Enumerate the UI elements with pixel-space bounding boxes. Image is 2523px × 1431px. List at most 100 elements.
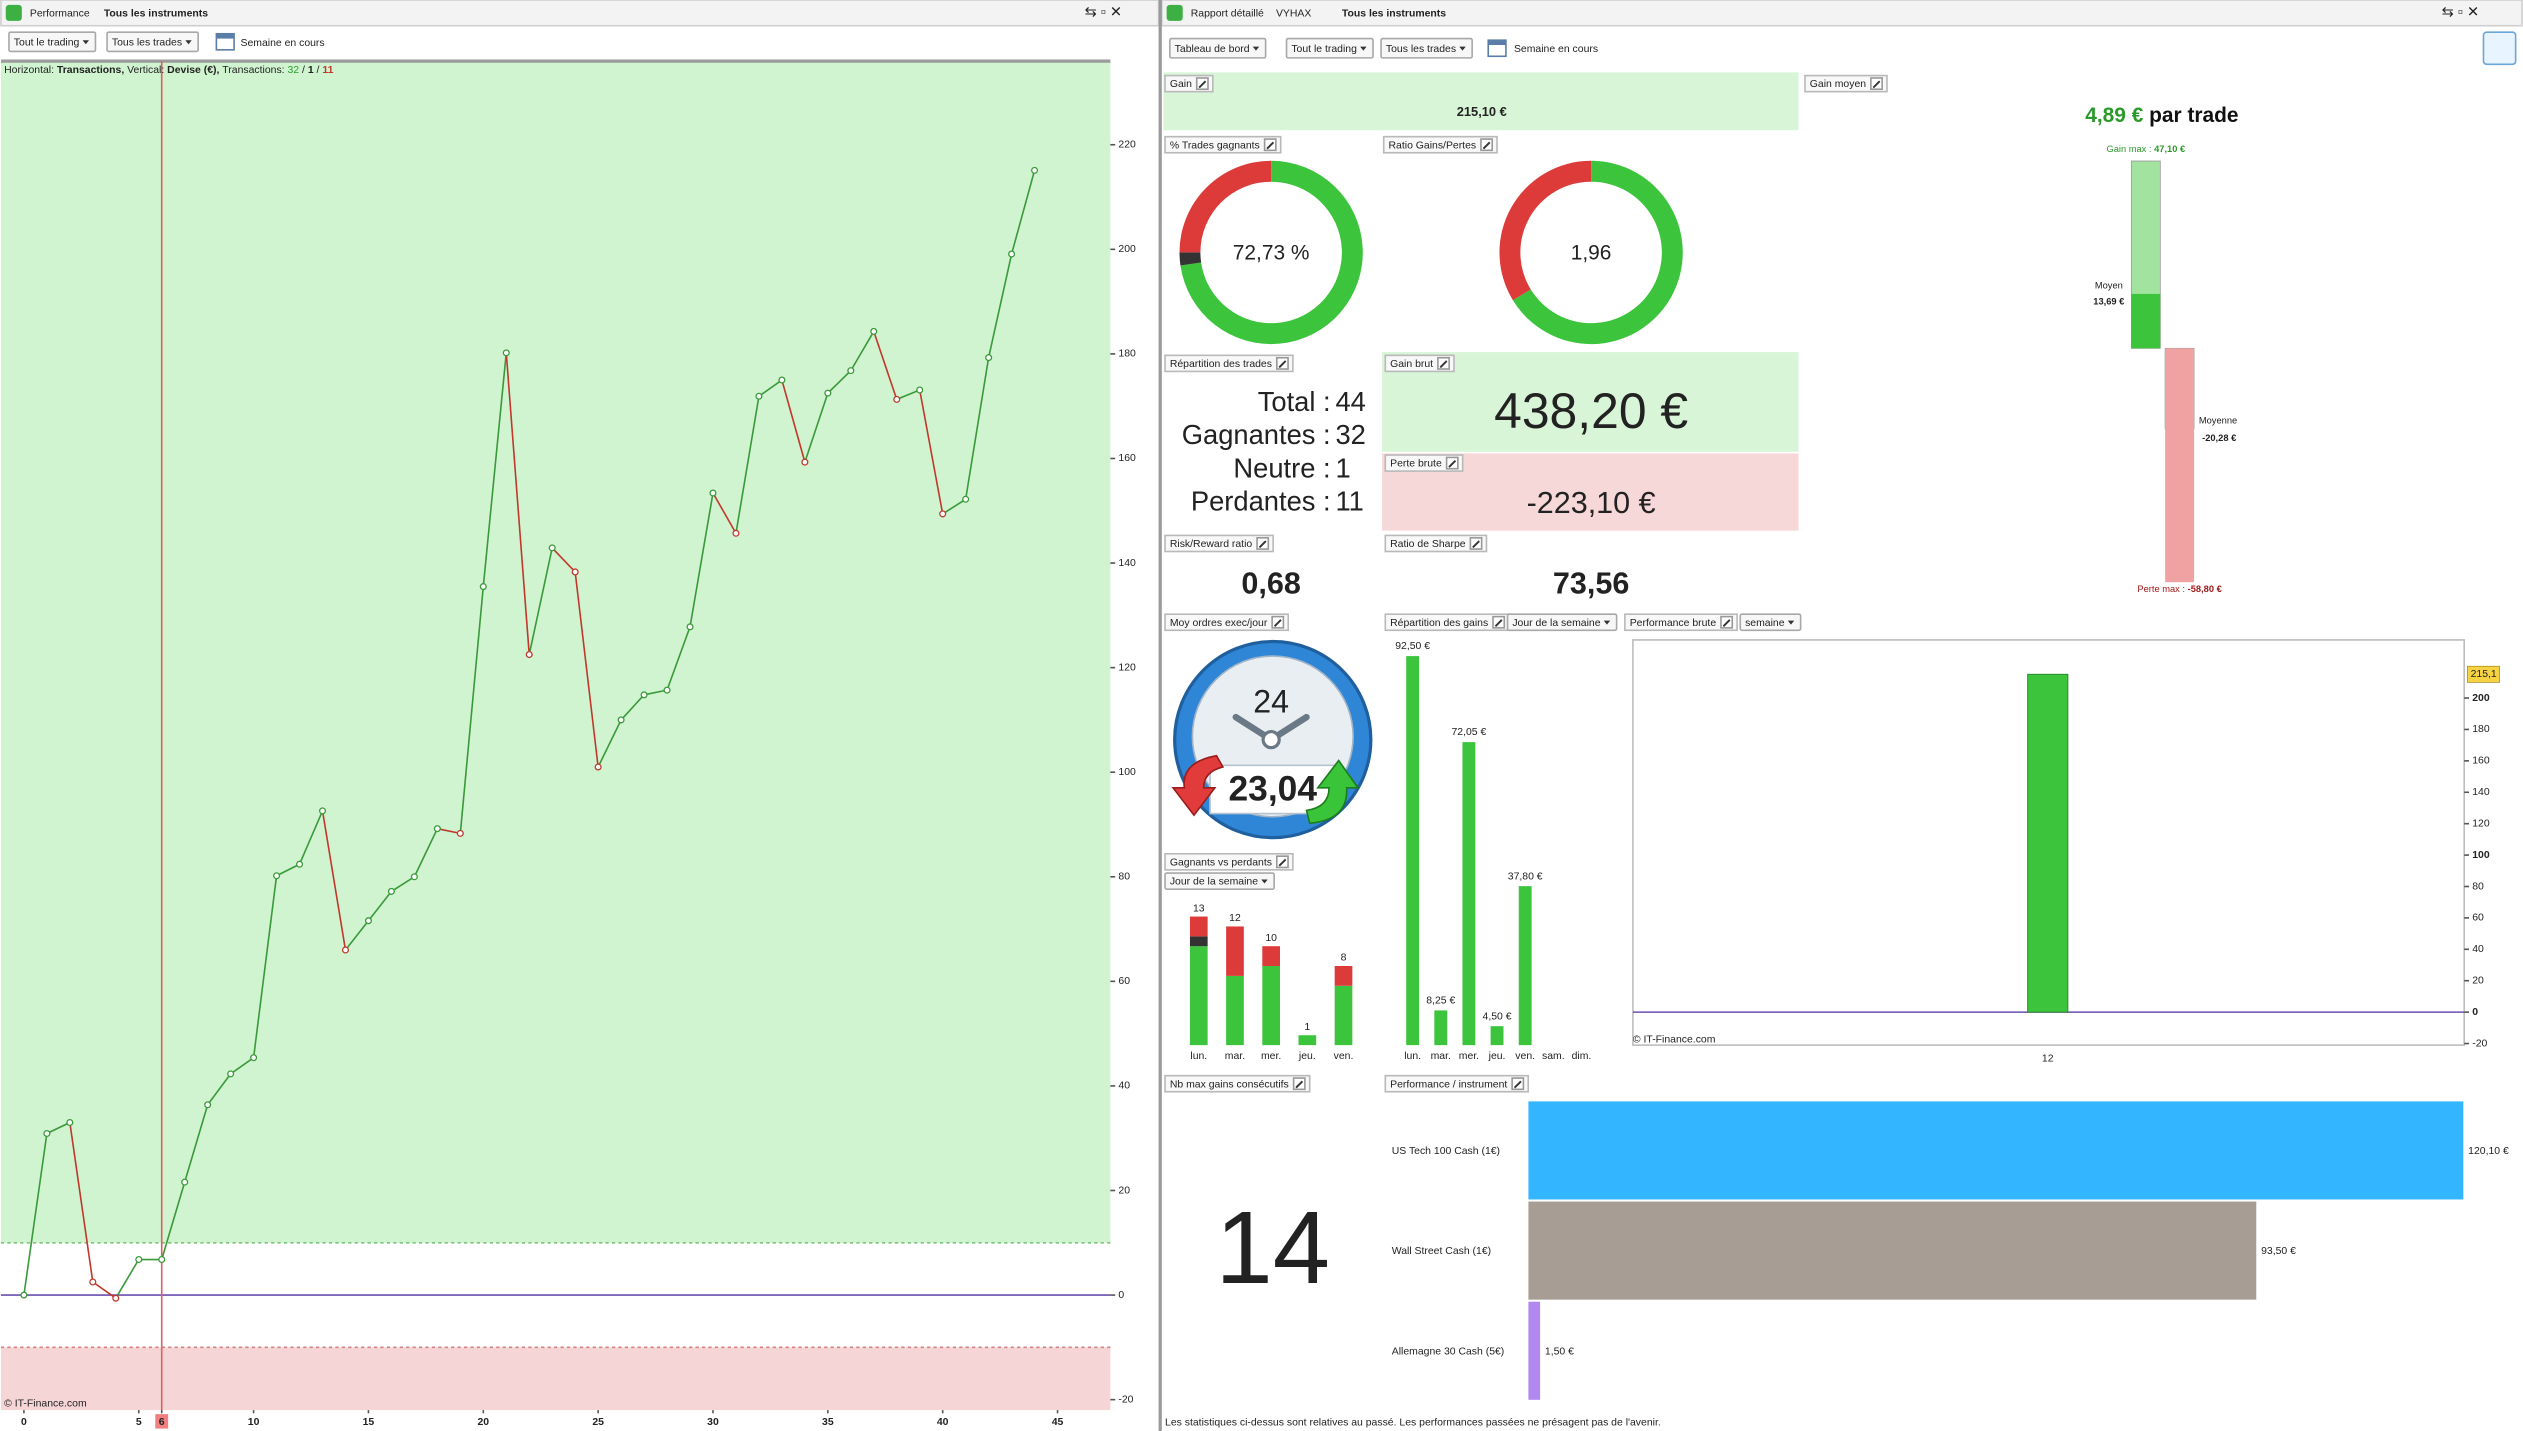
x-tick-label: 5: [136, 1417, 142, 1428]
trading-filter[interactable]: [1285, 37, 1374, 59]
value-label: 8,25 €: [1426, 996, 1455, 1007]
line-segment: [666, 626, 691, 691]
view-selector[interactable]: [1169, 37, 1267, 59]
chart-info-part: /: [317, 65, 320, 76]
dropdown-arrow: [1360, 46, 1367, 51]
value-label: 92,50 €: [1395, 641, 1430, 652]
value-label: 215,1: [2471, 669, 2497, 680]
widget-title: % Trades gagnants: [1170, 140, 1260, 151]
dropdown-arrow: [185, 40, 192, 45]
y-tick-label: Allemagne 30 Cash (5€): [1392, 1346, 1505, 1357]
y-tick-label: Wall Street Cash (1€): [1392, 1246, 1491, 1257]
window-controls[interactable]: ⇆ ▫ ✕: [2442, 5, 2479, 21]
line-segment: [23, 1133, 48, 1296]
dropdown-arrow: [1459, 46, 1466, 51]
data-point: [571, 568, 579, 576]
range-label-value: -58,80 €: [2188, 585, 2223, 595]
data-point: [433, 825, 441, 833]
line-segment: [551, 547, 576, 573]
trades-filter[interactable]: [1380, 37, 1473, 59]
bar: [1518, 886, 1532, 1046]
x-tick-label: 15: [363, 1417, 375, 1428]
data-point: [824, 389, 832, 397]
data-point: [43, 1129, 51, 1138]
calendar-icon-top: [1488, 40, 1506, 46]
x-tick-label: dim.: [1572, 1051, 1592, 1062]
stacked-segment: [1262, 966, 1280, 1046]
data-point: [364, 917, 372, 925]
y-tick-label: 200: [1118, 244, 1136, 255]
wrench: [1472, 540, 1480, 549]
x-tick-label: 45: [1052, 1417, 1064, 1428]
wrench: [1278, 360, 1287, 369]
x-tick-label: 20: [477, 1417, 489, 1428]
data-point: [847, 367, 855, 375]
bar: [1528, 1301, 1541, 1400]
widget-header: [1382, 135, 1498, 154]
range-label-value: 47,10 €: [2154, 144, 2186, 154]
donut-slice: [1179, 252, 1202, 266]
y-tick-label: US Tech 100 Cash (1€): [1392, 1146, 1500, 1157]
total-label: 13: [1193, 903, 1205, 914]
split-value: 44: [1335, 386, 1365, 417]
wrench: [1278, 858, 1287, 867]
data-point: [525, 651, 533, 659]
line-segment: [942, 498, 967, 515]
line-segment: [574, 571, 599, 768]
period-selector[interactable]: [1506, 613, 1618, 632]
x-tick-label: 12: [2042, 1054, 2054, 1065]
wrench: [1295, 1080, 1304, 1089]
value-label: 37,80 €: [1508, 871, 1543, 882]
widget-header: [1164, 354, 1294, 373]
stacked-segment: [1189, 946, 1208, 1046]
y-tick-label: 40: [2472, 944, 2484, 955]
instrument-selector[interactable]: Tous les instruments: [104, 8, 208, 19]
stacked-segment: [1298, 1035, 1317, 1046]
export-icon[interactable]: [2482, 31, 2517, 66]
widget-header: [1384, 354, 1455, 373]
x-tick-label: mar.: [1225, 1051, 1245, 1062]
widget-header: [1384, 454, 1464, 472]
y-tick-label: 20: [2472, 975, 2484, 986]
data-point: [893, 395, 901, 403]
app-icon: [5, 4, 22, 21]
data-point: [502, 349, 510, 357]
gross-gain-value: 438,20 €: [1494, 383, 1688, 439]
down-arrow: [1171, 754, 1225, 817]
window-controls[interactable]: ⇆ ▫ ✕: [1085, 5, 1122, 21]
trading-filter[interactable]: [8, 31, 97, 53]
data-point: [89, 1278, 97, 1286]
widget-title: Performance / instrument: [1390, 1079, 1507, 1090]
data-point: [801, 458, 809, 466]
y-tick-label: 100: [1118, 767, 1136, 778]
line-segment: [758, 379, 783, 397]
x-tick-label: ven.: [1515, 1051, 1535, 1062]
instrument-selector[interactable]: Tous les instruments: [1342, 8, 1446, 19]
line-segment: [850, 331, 875, 372]
line-segment: [298, 810, 324, 865]
period-selector[interactable]: [1739, 613, 1802, 632]
line-segment: [804, 392, 829, 463]
x-tick-label: lun.: [1404, 1051, 1421, 1062]
donut-slice: [1179, 160, 1272, 253]
wrench: [1266, 141, 1275, 150]
data-point: [66, 1118, 74, 1127]
widget-title: Gain: [1170, 79, 1192, 90]
period-selector[interactable]: [1164, 872, 1275, 890]
trades-filter[interactable]: [106, 31, 199, 53]
dropdown-arrow: [1261, 879, 1268, 884]
widget-title: Gain moyen: [1810, 79, 1866, 90]
data-point: [709, 489, 717, 497]
chart-info-part: Horizontal:: [4, 65, 54, 76]
wrench: [1513, 1080, 1522, 1089]
x-tick-label: ven.: [1334, 1051, 1354, 1062]
bar: [1528, 1201, 2257, 1300]
average-gain-value: 4,89 €: [2085, 103, 2143, 126]
trades-filter-label: Tous les trades: [112, 37, 182, 48]
data-point: [479, 583, 487, 591]
dropdown-arrow: [1603, 620, 1611, 625]
y-tick-label: 140: [2472, 787, 2490, 798]
y-tick-label: 80: [2472, 881, 2484, 892]
value-label: 120,10 €: [2468, 1146, 2509, 1157]
